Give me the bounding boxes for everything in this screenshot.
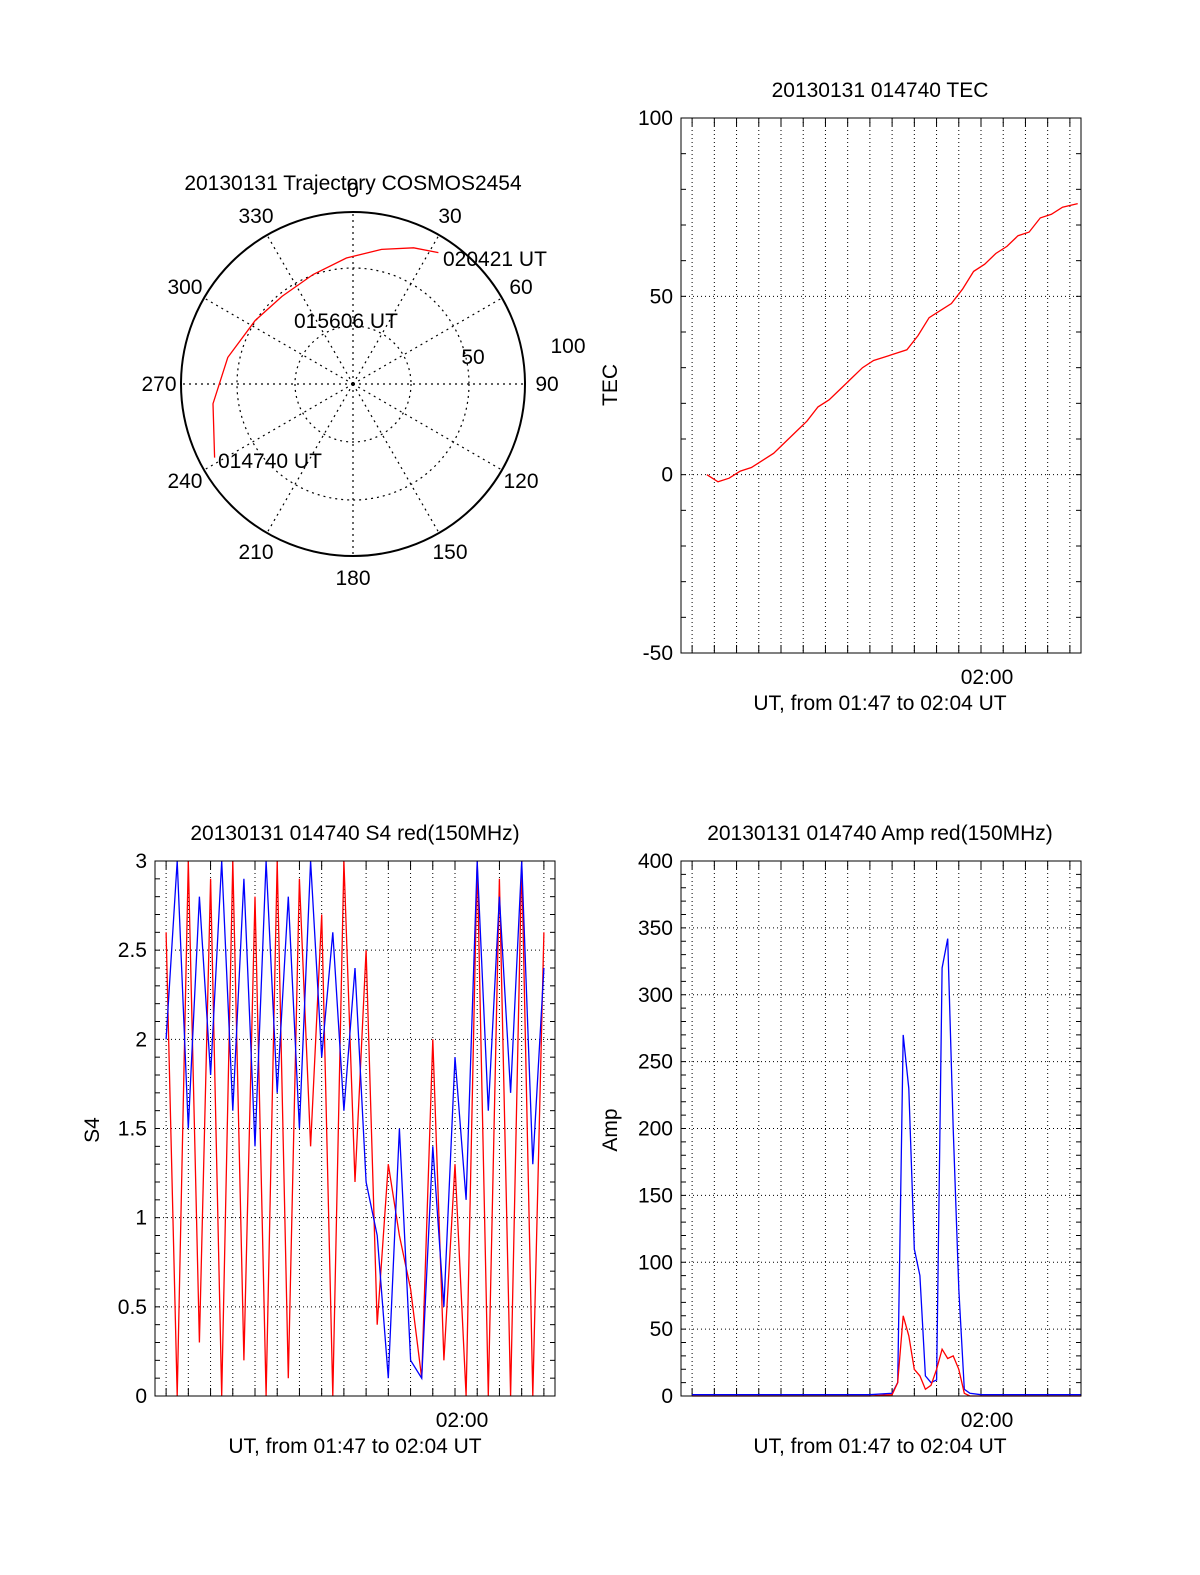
tec-title: 20130131 014740 TEC xyxy=(772,79,989,102)
amp-series-line-0 xyxy=(692,938,1081,1396)
polar-angle-label-300: 300 xyxy=(167,276,202,299)
polar-angle-label-330: 330 xyxy=(238,205,273,228)
polar-ring-0 xyxy=(294,325,412,443)
trajectory-start-label: 014740 UT xyxy=(218,450,322,473)
polar-title: 20130131 Trajectory COSMOS2454 xyxy=(184,172,522,195)
polar-spoke-240 xyxy=(203,383,354,471)
s4-y-tick-label: 1.5 xyxy=(118,1118,147,1141)
polar-spoke-30 xyxy=(352,234,440,385)
polar-grid xyxy=(181,212,525,556)
trajectory-end-label: 020421 UT xyxy=(443,248,547,271)
tec-y-axis-label: TEC xyxy=(599,364,622,406)
polar-angle-label-120: 120 xyxy=(503,470,538,493)
trajectory-mid-label: 015606 UT xyxy=(294,310,398,333)
amp-y-tick-label: 250 xyxy=(638,1051,673,1074)
s4-y-tick-label: 0 xyxy=(135,1385,147,1408)
polar-angle-label-180: 180 xyxy=(335,567,370,590)
amp-y-tick-label: 100 xyxy=(638,1251,673,1274)
amp-series-line-1 xyxy=(692,1315,1081,1397)
polar-spoke-120 xyxy=(352,383,503,471)
amp-y-tick-label: 400 xyxy=(638,850,673,873)
tec-series-line-0 xyxy=(706,202,1078,483)
s4-grid xyxy=(155,860,555,1397)
amp-y-tick-label: 300 xyxy=(638,984,673,1007)
amp-chart: 20130131 014740 Amp red(150MHz) 400 350 30… xyxy=(599,822,1082,1458)
s4-series-line-1 xyxy=(165,860,545,1381)
tec-series xyxy=(706,202,1078,483)
polar-radius-label-50: 50 xyxy=(461,346,484,369)
tec-y-tick-label: 100 xyxy=(638,107,673,130)
tec-x-tick-label: 02:00 xyxy=(961,666,1014,689)
amp-x-tick-label: 02:00 xyxy=(961,1409,1014,1432)
s4-y-tick-label: 2 xyxy=(135,1028,147,1051)
s4-y-tick-label: 3 xyxy=(135,850,147,873)
s4-y-axis-label: S4 xyxy=(81,1117,104,1143)
amp-y-tick-label: 0 xyxy=(661,1385,673,1408)
polar-angle-label-60: 60 xyxy=(509,276,532,299)
amp-y-tick-labels: 400 350 300 250 200 150 100 50 0 xyxy=(638,850,673,1408)
s4-y-tick-label: 2.5 xyxy=(118,939,147,962)
polar-trajectory-line xyxy=(212,247,439,458)
tec-grid xyxy=(681,117,1081,654)
polar-angle-labels: 0 30 60 90 120 150 180 210 240 270 300 330 xyxy=(141,179,558,590)
s4-x-axis-label: UT, from 01:47 to 02:04 UT xyxy=(228,1435,481,1458)
tec-y-tick-label: 0 xyxy=(661,464,673,487)
s4-y-tick-labels: 3 2.5 2 1.5 1 0.5 0 xyxy=(118,850,147,1408)
trajectory-polar-plot: 20130131 Trajectory COSMOS2454 0 30 60 90 12… xyxy=(141,172,585,590)
polar-spoke-150 xyxy=(352,383,440,534)
s4-series xyxy=(165,860,545,1397)
polar-spoke-60 xyxy=(352,297,503,385)
polar-angle-label-90: 90 xyxy=(535,373,558,396)
polar-outer-circle xyxy=(180,211,526,557)
polar-angle-label-150: 150 xyxy=(432,541,467,564)
s4-plot-frame xyxy=(154,860,556,1397)
s4-y-tick-label: 0.5 xyxy=(118,1296,147,1319)
amp-y-tick-label: 150 xyxy=(638,1184,673,1207)
polar-angle-label-0: 0 xyxy=(347,179,359,202)
polar-radius-label-100: 100 xyxy=(550,335,585,358)
polar-angle-label-240: 240 xyxy=(167,470,202,493)
polar-angle-label-30: 30 xyxy=(438,205,461,228)
tec-y-tick-label: -50 xyxy=(643,642,673,665)
tec-chart: 20130131 014740 TEC 100 50 0 -50 02:00 UT, … xyxy=(599,79,1082,715)
tec-plot-frame xyxy=(680,117,1082,654)
amp-y-tick-label: 350 xyxy=(638,917,673,940)
amp-series xyxy=(692,938,1081,1397)
amp-x-axis-label: UT, from 01:47 to 02:04 UT xyxy=(753,1435,1006,1458)
polar-angle-label-270: 270 xyxy=(141,373,176,396)
amp-plot-frame xyxy=(680,860,1082,1397)
s4-x-tick-label: 02:00 xyxy=(436,1409,489,1432)
polar-spoke-330 xyxy=(266,234,354,385)
s4-chart: 20130131 014740 S4 red(150MHz) 3 2.5 2 1.5 1… xyxy=(81,822,556,1458)
amp-title: 20130131 014740 Amp red(150MHz) xyxy=(707,822,1053,845)
amp-grid xyxy=(681,860,1081,1397)
tec-y-tick-label: 50 xyxy=(650,285,673,308)
tec-x-axis-label: UT, from 01:47 to 02:04 UT xyxy=(753,692,1006,715)
s4-y-tick-label: 1 xyxy=(135,1207,147,1230)
amp-y-axis-label: Amp xyxy=(599,1108,622,1151)
polar-spoke-300 xyxy=(203,297,354,385)
s4-title: 20130131 014740 S4 red(150MHz) xyxy=(190,822,519,845)
amp-y-tick-label: 50 xyxy=(650,1318,673,1341)
polar-spoke-210 xyxy=(266,383,354,534)
polar-angle-label-210: 210 xyxy=(238,541,273,564)
tec-y-tick-labels: 100 50 0 -50 xyxy=(638,107,673,665)
amp-y-tick-label: 200 xyxy=(638,1118,673,1141)
